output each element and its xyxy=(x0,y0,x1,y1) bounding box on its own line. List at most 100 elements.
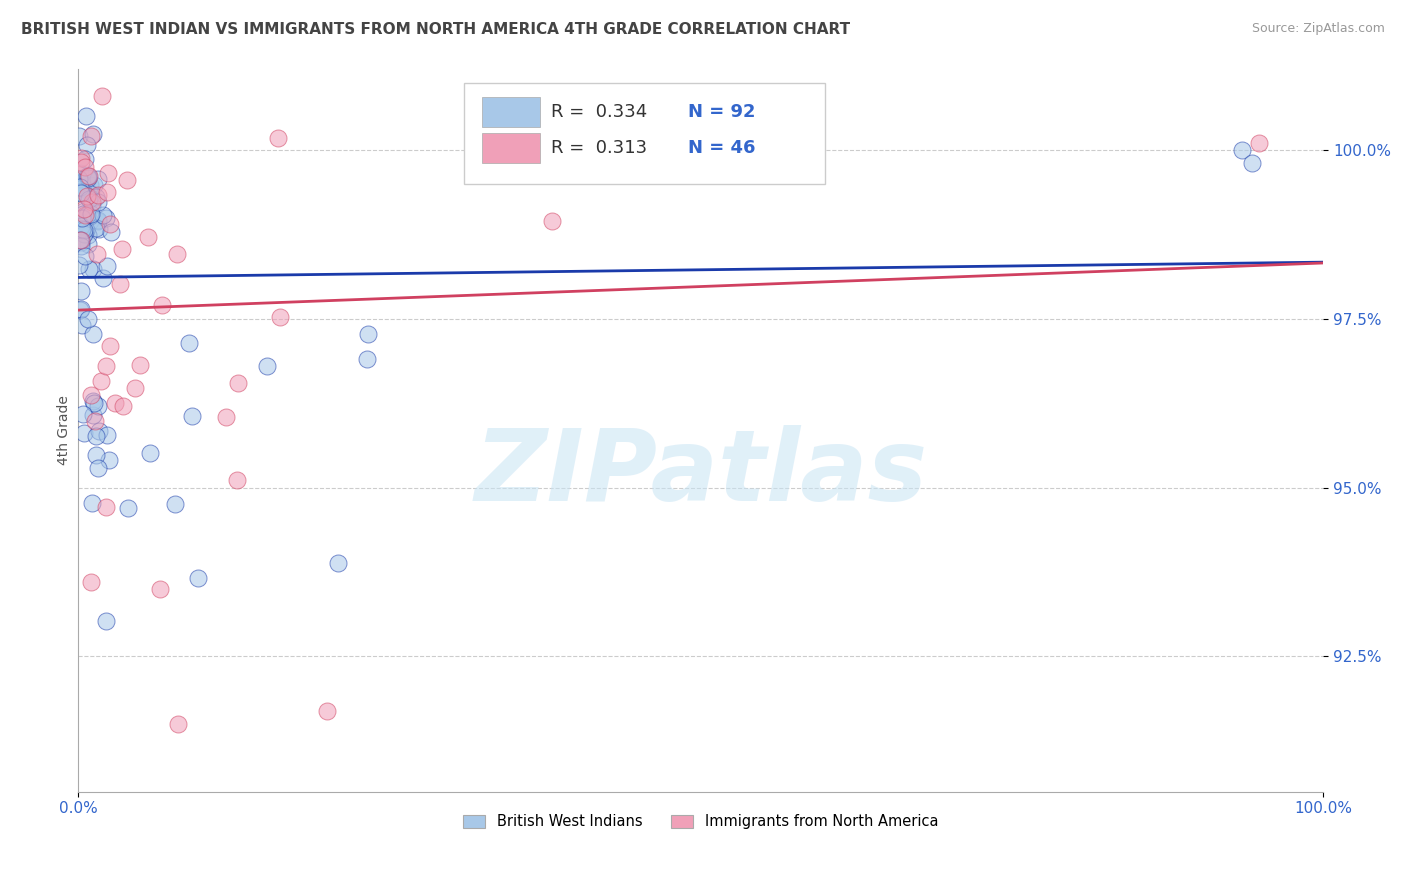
Point xyxy=(124,381,146,395)
Point xyxy=(87,214,110,228)
Point xyxy=(79,178,101,193)
Point xyxy=(80,496,103,510)
Point xyxy=(77,193,100,207)
Point xyxy=(75,109,97,123)
Point xyxy=(83,178,105,192)
Point xyxy=(117,500,139,515)
Point xyxy=(76,169,98,183)
Point xyxy=(163,497,186,511)
Point xyxy=(73,202,96,217)
Point xyxy=(76,189,98,203)
Text: R =  0.313: R = 0.313 xyxy=(551,139,647,157)
Point xyxy=(73,178,96,192)
Point xyxy=(540,214,562,228)
Point xyxy=(1247,136,1270,150)
Point xyxy=(79,129,101,144)
Point xyxy=(128,358,150,372)
Point xyxy=(94,614,117,628)
Point xyxy=(87,222,110,236)
Point xyxy=(215,409,238,424)
Point xyxy=(87,399,110,413)
Point xyxy=(69,302,91,317)
Point xyxy=(76,311,98,326)
Point xyxy=(91,88,114,103)
Point xyxy=(94,211,117,226)
Point xyxy=(90,374,112,388)
Text: BRITISH WEST INDIAN VS IMMIGRANTS FROM NORTH AMERICA 4TH GRADE CORRELATION CHART: BRITISH WEST INDIAN VS IMMIGRANTS FROM N… xyxy=(21,22,851,37)
Point xyxy=(91,208,114,222)
Point xyxy=(70,239,93,253)
Point xyxy=(136,230,159,244)
Point xyxy=(80,206,103,220)
Point xyxy=(94,500,117,514)
Point xyxy=(98,452,121,467)
Point xyxy=(82,194,104,209)
Point xyxy=(86,247,108,261)
Point xyxy=(187,571,209,585)
FancyBboxPatch shape xyxy=(481,133,540,163)
Point xyxy=(84,414,107,428)
Point xyxy=(79,262,101,277)
Point xyxy=(82,408,104,422)
Point xyxy=(267,131,290,145)
Point xyxy=(166,247,188,261)
Point xyxy=(357,327,380,342)
Point xyxy=(87,213,110,227)
Point xyxy=(73,249,96,263)
Point xyxy=(84,190,107,204)
Point xyxy=(69,165,91,179)
Point xyxy=(77,185,100,199)
Point xyxy=(269,310,291,324)
Point xyxy=(100,225,122,239)
Point xyxy=(70,219,93,233)
Point xyxy=(96,427,118,442)
Point xyxy=(73,208,96,222)
Point xyxy=(73,226,96,240)
Point xyxy=(316,704,339,718)
Point xyxy=(70,181,93,195)
Point xyxy=(69,234,91,248)
Point xyxy=(82,394,104,409)
Point xyxy=(67,172,90,186)
Point xyxy=(83,396,105,410)
Point xyxy=(70,211,93,225)
Point xyxy=(181,409,204,424)
Point xyxy=(166,717,188,731)
Point xyxy=(82,261,104,276)
Point xyxy=(76,228,98,243)
Point xyxy=(87,194,110,209)
Point xyxy=(69,179,91,194)
Point xyxy=(72,181,94,195)
Point xyxy=(73,203,96,218)
Point xyxy=(72,211,94,226)
Point xyxy=(225,473,247,487)
Text: R =  0.334: R = 0.334 xyxy=(551,103,648,121)
Point xyxy=(69,301,91,316)
Legend: British West Indians, Immigrants from North America: British West Indians, Immigrants from No… xyxy=(457,808,945,835)
Text: Source: ZipAtlas.com: Source: ZipAtlas.com xyxy=(1251,22,1385,36)
Point xyxy=(73,223,96,237)
Point xyxy=(86,429,108,443)
Text: ZIPatlas: ZIPatlas xyxy=(474,425,928,522)
Point xyxy=(76,208,98,222)
Point xyxy=(226,376,249,391)
Point xyxy=(104,396,127,410)
Point xyxy=(150,298,173,312)
Point xyxy=(149,582,172,596)
FancyBboxPatch shape xyxy=(481,96,540,127)
Point xyxy=(80,199,103,213)
Point xyxy=(70,233,93,247)
Text: N = 46: N = 46 xyxy=(689,139,756,157)
Point xyxy=(76,137,98,152)
FancyBboxPatch shape xyxy=(464,83,825,185)
Point xyxy=(70,285,93,299)
Point xyxy=(73,160,96,174)
Point xyxy=(82,326,104,341)
Point xyxy=(69,185,91,199)
Point xyxy=(97,166,120,180)
Point xyxy=(72,227,94,242)
Point xyxy=(72,207,94,221)
Point xyxy=(98,217,121,231)
Point xyxy=(73,425,96,440)
Point xyxy=(70,318,93,332)
